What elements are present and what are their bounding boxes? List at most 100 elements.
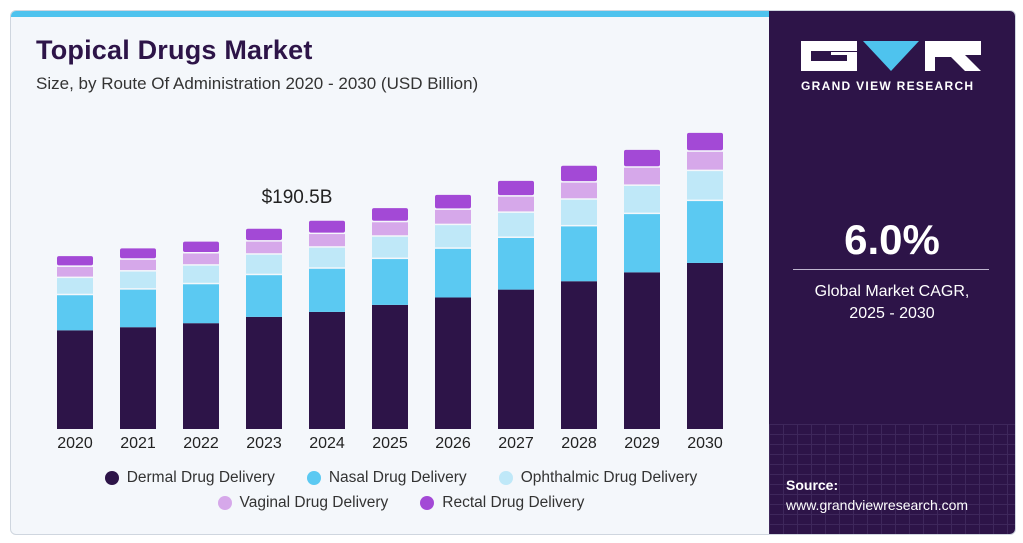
bar-segment-rectal-2029: [624, 149, 660, 167]
sidebar-panel: GRAND VIEW RESEARCH 6.0% Global Market C…: [769, 11, 1015, 534]
cagr-label-line-1: Global Market CAGR,: [814, 283, 970, 300]
x-tick-label-2028: 2028: [561, 435, 597, 452]
logo-v-icon: [863, 41, 919, 71]
bar-segment-ophthalmic-2025: [372, 236, 408, 258]
bar-segment-vaginal-2021: [120, 259, 156, 271]
legend-row-1: Dermal Drug Delivery Nasal Drug Delivery…: [51, 469, 751, 487]
bar-segment-nasal-2022: [183, 284, 219, 324]
bar-segment-rectal-2027: [498, 180, 534, 196]
bar-segment-vaginal-2025: [372, 222, 408, 236]
logo-text: GRAND VIEW RESEARCH: [801, 79, 975, 93]
x-tick-label-2029: 2029: [624, 435, 660, 452]
bar-segment-ophthalmic-2020: [57, 278, 93, 294]
logo-r-icon: [925, 41, 981, 71]
source-link[interactable]: www.grandviewresearch.com: [786, 497, 969, 513]
cagr-label: Global Market CAGR, 2025 - 2030: [769, 281, 1015, 325]
bar-segment-rectal-2024: [309, 220, 345, 233]
bar-segment-vaginal-2023: [246, 241, 282, 254]
x-tick-label-2024: 2024: [309, 435, 345, 452]
chart-card: Topical Drugs Market Size, by Route Of A…: [10, 10, 1016, 535]
cagr-value: 6.0%: [844, 216, 940, 263]
legend-label-vaginal: Vaginal Drug Delivery: [239, 494, 389, 511]
x-tick-label-2025: 2025: [372, 435, 408, 452]
legend-item-nasal: Nasal Drug Delivery: [306, 469, 467, 487]
logo-marks: [801, 41, 985, 71]
bar-segment-nasal-2020: [57, 295, 93, 331]
chart-subtitle: Size, by Route Of Administration 2020 - …: [36, 74, 479, 93]
bar-segment-dermal-2029: [624, 272, 660, 429]
x-tick-label-2023: 2023: [246, 435, 282, 452]
bar-segment-vaginal-2022: [183, 253, 219, 265]
bar-segment-dermal-2025: [372, 304, 408, 429]
bar-segment-rectal-2022: [183, 241, 219, 252]
bar-segment-ophthalmic-2023: [246, 254, 282, 274]
bar-segment-nasal-2028: [561, 226, 597, 282]
bar-segment-dermal-2027: [498, 289, 534, 429]
bar-segment-nasal-2023: [246, 275, 282, 317]
legend-item-dermal: Dermal Drug Delivery: [104, 469, 275, 487]
bar-segment-dermal-2030: [687, 262, 723, 429]
bar-segment-ophthalmic-2027: [498, 212, 534, 237]
bar-segment-dermal-2024: [309, 311, 345, 429]
bar-segment-ophthalmic-2026: [435, 225, 471, 248]
chart-title: Topical Drugs Market: [36, 35, 313, 65]
cagr-divider: [793, 269, 989, 270]
bar-segment-vaginal-2020: [57, 266, 93, 277]
legend-item-rectal: Rectal Drug Delivery: [420, 494, 584, 512]
source-label: Source:: [786, 477, 839, 493]
bar-segment-vaginal-2027: [498, 196, 534, 212]
bar-segment-ophthalmic-2030: [687, 171, 723, 200]
bar-segment-dermal-2028: [561, 281, 597, 429]
bar-segment-ophthalmic-2024: [309, 247, 345, 268]
bar-segment-dermal-2021: [120, 327, 156, 429]
legend-label-ophthalmic: Ophthalmic Drug Delivery: [520, 469, 698, 486]
legend-swatch-nasal: [306, 471, 321, 485]
bar-segment-dermal-2026: [435, 297, 471, 429]
legend-swatch-ophthalmic: [498, 471, 513, 485]
bar-segment-dermal-2020: [57, 330, 93, 429]
sidebar-grid-pattern: [769, 424, 1015, 534]
legend-item-vaginal: Vaginal Drug Delivery: [217, 494, 389, 512]
legend-label-nasal: Nasal Drug Delivery: [328, 469, 467, 486]
x-tick-label-2027: 2027: [498, 435, 534, 452]
legend-label-rectal: Rectal Drug Delivery: [442, 494, 585, 511]
bar-segment-ophthalmic-2028: [561, 199, 597, 225]
bar-segment-nasal-2021: [120, 289, 156, 328]
bar-segment-nasal-2025: [372, 259, 408, 305]
bar-segment-vaginal-2028: [561, 182, 597, 199]
legend-label-dermal: Dermal Drug Delivery: [126, 469, 275, 486]
legend-swatch-vaginal: [217, 496, 232, 510]
bar-segment-vaginal-2026: [435, 209, 471, 224]
x-tick-label-2021: 2021: [120, 435, 156, 452]
accent-bar: [11, 11, 769, 17]
bar-segment-ophthalmic-2022: [183, 265, 219, 283]
grand-view-research-logo: GRAND VIEW RESEARCH: [801, 41, 985, 93]
bar-segment-vaginal-2030: [687, 151, 723, 170]
bar-segment-vaginal-2029: [624, 167, 660, 185]
x-tick-label-2030: 2030: [687, 435, 723, 452]
bar-segment-nasal-2024: [309, 268, 345, 312]
x-tick-label-2022: 2022: [183, 435, 219, 452]
x-tick-label-2020: 2020: [57, 435, 93, 452]
bar-segment-nasal-2030: [687, 201, 723, 263]
bar-segment-rectal-2023: [246, 228, 282, 241]
chart-legend: Dermal Drug Delivery Nasal Drug Delivery…: [51, 469, 751, 519]
logo-g-icon: [801, 41, 857, 71]
bar-segment-rectal-2025: [372, 208, 408, 221]
legend-swatch-rectal: [420, 496, 435, 510]
bar-segment-nasal-2026: [435, 248, 471, 298]
bar-segment-ophthalmic-2029: [624, 185, 660, 213]
bar-segment-rectal-2030: [687, 132, 723, 151]
x-tick-label-2026: 2026: [435, 435, 471, 452]
bar-segment-ophthalmic-2021: [120, 271, 156, 289]
cagr-label-line-2: 2025 - 2030: [849, 305, 935, 322]
bar-segment-nasal-2027: [498, 237, 534, 290]
bar-segment-dermal-2023: [246, 316, 282, 429]
annotation-label: $190.5B: [262, 187, 333, 208]
legend-item-ophthalmic: Ophthalmic Drug Delivery: [498, 469, 698, 487]
legend-swatch-dermal: [104, 471, 119, 485]
bar-segment-rectal-2020: [57, 256, 93, 266]
bar-segment-nasal-2029: [624, 214, 660, 273]
legend-row-2: Vaginal Drug Delivery Rectal Drug Delive…: [51, 494, 751, 512]
bar-segment-dermal-2022: [183, 323, 219, 429]
